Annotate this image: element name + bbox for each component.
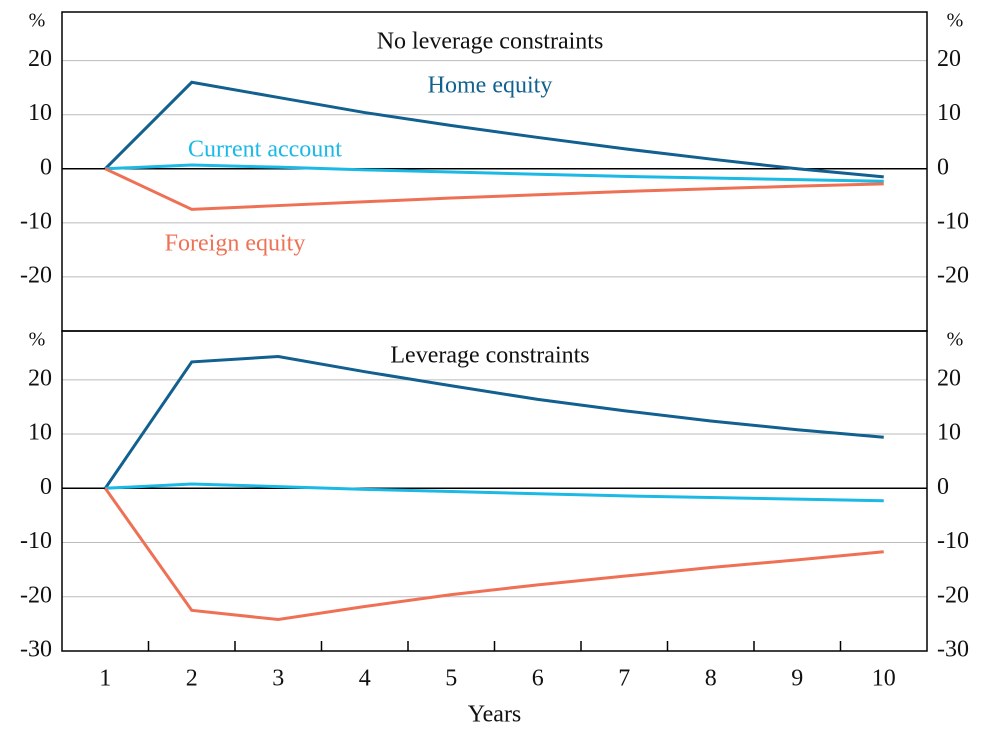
y2-tick-label: 20 xyxy=(937,46,961,72)
y2-tick-label: 0 xyxy=(937,474,949,500)
y-tick-label: -10 xyxy=(20,528,52,554)
x-tick-label: 4 xyxy=(359,666,371,692)
plot-frame xyxy=(61,11,928,332)
line-series xyxy=(105,163,884,183)
y-tick-label: -20 xyxy=(20,262,52,288)
line-series xyxy=(104,167,884,211)
x-tick-label: 3 xyxy=(272,666,284,692)
x-tick-label: 9 xyxy=(791,666,803,692)
y-tick-label: -10 xyxy=(20,208,52,234)
y2-tick-label: -30 xyxy=(937,637,969,663)
y-tick-label: 0 xyxy=(40,154,52,180)
x-axis-label: Years xyxy=(468,702,522,728)
series-label: Current account xyxy=(188,137,342,163)
y2-tick-label: -20 xyxy=(937,262,969,288)
line-series xyxy=(104,354,884,490)
y-tick-label: -20 xyxy=(20,582,52,608)
unit-label: % xyxy=(947,10,964,32)
series-label: Foreign equity xyxy=(165,231,306,257)
y-tick-label: 20 xyxy=(28,46,52,72)
y-tick-label: 0 xyxy=(40,474,52,500)
line-series xyxy=(105,482,884,503)
y-tick-label: 20 xyxy=(28,365,52,391)
y2-tick-label: 20 xyxy=(937,365,961,391)
plot-frame xyxy=(61,330,928,652)
unit-label: % xyxy=(29,329,46,351)
line-series xyxy=(104,80,884,179)
panel-title: No leverage constraints xyxy=(377,29,604,55)
x-tick-label: 8 xyxy=(705,666,717,692)
y2-tick-label: 10 xyxy=(937,100,961,126)
y-tick-label: -30 xyxy=(20,637,52,663)
x-tick-label: 7 xyxy=(618,666,630,692)
series-label: Home equity xyxy=(428,73,553,99)
y-tick-label: 10 xyxy=(28,100,52,126)
line-series xyxy=(104,487,884,622)
y-tick-label: 10 xyxy=(28,420,52,446)
unit-label: % xyxy=(29,10,46,32)
y2-tick-label: 0 xyxy=(937,154,949,180)
y2-tick-label: 10 xyxy=(937,420,961,446)
panel-title: Leverage constraints xyxy=(390,343,589,369)
x-tick-label: 5 xyxy=(445,666,457,692)
x-tick-label: 2 xyxy=(186,666,198,692)
x-tick-label: 10 xyxy=(872,666,896,692)
y2-tick-label: -10 xyxy=(937,208,969,234)
unit-label: % xyxy=(947,329,964,351)
x-tick-label: 6 xyxy=(532,666,544,692)
y2-tick-label: -20 xyxy=(937,582,969,608)
x-tick-label: 1 xyxy=(99,666,111,692)
y2-tick-label: -10 xyxy=(937,528,969,554)
